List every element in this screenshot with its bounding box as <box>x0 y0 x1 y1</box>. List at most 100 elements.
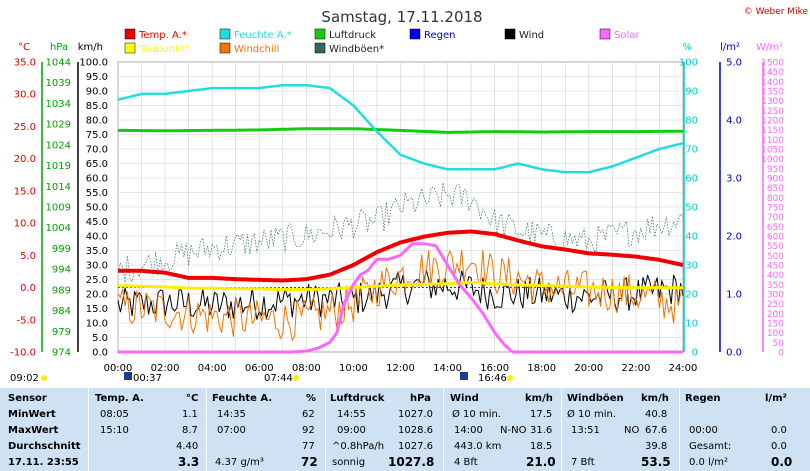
gust-current: 53.5 <box>641 455 671 469</box>
legend-label: Luftdruck <box>329 30 376 41</box>
legend-label: Windchill <box>234 44 279 55</box>
x-tick-label: 16:00 <box>480 363 509 374</box>
gust-max-time: 13:51 <box>571 425 600 436</box>
legend-swatch <box>124 28 136 40</box>
series-luftdruck <box>118 127 683 134</box>
tick-label-humidity: 10 <box>685 319 698 330</box>
tick-label-rain: 0.0 <box>726 348 742 359</box>
x-tick-label: 02:00 <box>151 363 180 374</box>
chart-legend: Temp. A.* Feuchte A.* Luftdruck Regen Wind So… <box>124 28 640 55</box>
x-tick-label: 04:00 <box>198 363 227 374</box>
sensor-header: Sensor <box>8 393 47 404</box>
tick-label-wind: 50.0 <box>86 203 108 214</box>
tick-label-solar: 1350 <box>761 88 784 98</box>
tick-label-solar: 600 <box>767 233 784 243</box>
tick-label-solar: 1500 <box>761 59 784 69</box>
tick-label-wind: 70.0 <box>86 145 108 156</box>
rain-max-time: 00:00 <box>689 425 718 436</box>
legend-swatch <box>219 28 231 40</box>
tick-label-solar: 100 <box>767 329 784 339</box>
rain-current: 0.0 <box>771 455 793 469</box>
tick-label-pressure: 1024 <box>46 140 71 151</box>
humidity-unit: % <box>306 393 317 404</box>
tick-label-solar: 300 <box>767 291 784 301</box>
temp-avg: 4.40 <box>176 441 199 452</box>
tick-label-solar: 1200 <box>761 117 784 127</box>
wind-header: Wind <box>450 393 479 404</box>
solar-start-label: 07:44 <box>264 373 293 384</box>
pressure-max-time: 09:00 <box>337 425 366 436</box>
x-tick-label: 24:00 <box>669 363 698 374</box>
temp-current: 3.3 <box>178 455 200 469</box>
series-windchill <box>117 249 684 342</box>
tick-label-pressure: 989 <box>52 285 71 296</box>
wind-avg10: 17.5 <box>530 409 553 420</box>
tick-label-temp: 20.0 <box>14 154 36 165</box>
wind-max-time: 14:00 <box>454 425 483 436</box>
tick-label-temp: 25.0 <box>14 122 36 133</box>
x-tick-label: 08:00 <box>292 363 321 374</box>
tick-label-rain: 4.0 <box>726 116 742 127</box>
tick-label-pressure: 1004 <box>46 223 71 234</box>
axis-unit-wind: km/h <box>78 42 103 53</box>
tick-label-solar: 1050 <box>761 146 784 156</box>
tick-label-wind: 15.0 <box>86 304 108 315</box>
tick-label-wind: 85.0 <box>86 101 108 112</box>
tick-label-solar: 850 <box>767 184 784 194</box>
legend-label: Windböen* <box>329 44 384 55</box>
tick-label-wind: 40.0 <box>86 232 108 243</box>
chart-title: Samstag, 17.11.2018 <box>321 8 482 26</box>
tick-label-temp: 15.0 <box>14 186 36 197</box>
humidity-header: Feuchte A. <box>212 393 273 404</box>
wind-unit: km/h <box>525 393 553 404</box>
legend-swatch <box>504 28 516 40</box>
rain-today: 0.0 l/m² <box>689 457 728 468</box>
tick-label-solar: 1150 <box>761 126 784 136</box>
tick-label-temp: 10.0 <box>14 219 36 230</box>
sun-icon <box>507 375 513 381</box>
column-divider <box>561 388 562 471</box>
gust-avg10-label: Ø 10 min. <box>567 409 616 420</box>
x-tick-label: 18:00 <box>527 363 556 374</box>
tick-label-solar: 200 <box>767 310 784 320</box>
tick-label-solar: 500 <box>767 252 784 262</box>
humidity-max: 92 <box>302 425 315 436</box>
tick-label-rain: 5.0 <box>726 58 742 69</box>
pressure-max: 1028.6 <box>398 425 433 436</box>
wind-current: 21.0 <box>526 455 556 469</box>
tick-label-pressure: 1034 <box>46 99 71 110</box>
legend-swatch <box>314 42 326 54</box>
series-tempa <box>118 229 684 283</box>
tick-label-humidity: 80 <box>685 116 698 127</box>
tick-label-solar: 1100 <box>761 136 784 146</box>
tick-label-solar: 950 <box>767 165 784 175</box>
tick-label-wind: 35.0 <box>86 246 108 257</box>
row-label-current: 17.11. 23:55 <box>8 457 79 468</box>
tick-label-temp: 5.0 <box>20 251 36 262</box>
humidity-abs: 4.37 g/m³ <box>215 457 264 468</box>
legend-label: Temp. A.* <box>138 30 187 41</box>
column-divider <box>443 388 444 471</box>
tick-label-wind: 80.0 <box>86 116 108 127</box>
tick-label-solar: 750 <box>767 204 784 214</box>
x-tick-label: 10:00 <box>339 363 368 374</box>
tick-label-rain: 3.0 <box>726 174 742 185</box>
tick-label-humidity: 100 <box>679 58 698 69</box>
column-divider <box>206 388 207 471</box>
tick-label-temp: -5.0 <box>16 315 36 326</box>
legend-swatch <box>599 28 611 40</box>
x-tick-label: 00:00 <box>104 363 133 374</box>
tick-label-solar: 1300 <box>761 97 784 107</box>
tick-label-pressure: 994 <box>52 265 71 276</box>
column-divider <box>325 388 326 471</box>
humidity-avg: 77 <box>302 441 315 452</box>
legend-label: Solar <box>614 30 640 41</box>
x-tick-label: 14:00 <box>433 363 462 374</box>
pressure-unit: hPa <box>410 393 431 404</box>
tick-label-wind: 90.0 <box>86 87 108 98</box>
tick-label-temp: -10.0 <box>10 348 36 359</box>
series-taupunkt <box>117 280 683 291</box>
temp-max-time: 15:10 <box>100 425 129 436</box>
legend-swatch <box>124 42 136 54</box>
tick-label-wind: 55.0 <box>86 188 108 199</box>
